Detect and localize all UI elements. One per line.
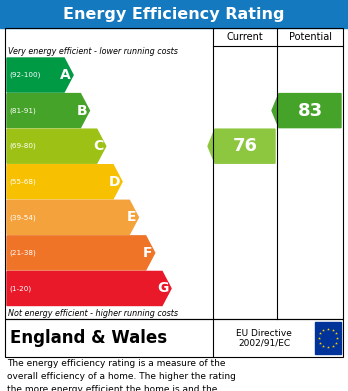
Text: (55-68): (55-68) bbox=[9, 179, 36, 185]
Bar bbox=[5, 319, 343, 357]
Polygon shape bbox=[7, 93, 89, 127]
Text: G: G bbox=[158, 282, 169, 296]
Text: A: A bbox=[60, 68, 71, 82]
Text: Not energy efficient - higher running costs: Not energy efficient - higher running co… bbox=[8, 308, 178, 317]
Text: 76: 76 bbox=[232, 137, 258, 155]
Polygon shape bbox=[7, 236, 155, 270]
Text: (1-20): (1-20) bbox=[9, 285, 31, 292]
Text: The energy efficiency rating is a measure of the
overall efficiency of a home. T: The energy efficiency rating is a measur… bbox=[7, 359, 236, 391]
Text: B: B bbox=[77, 104, 87, 118]
Polygon shape bbox=[7, 129, 106, 163]
Polygon shape bbox=[7, 165, 122, 199]
Text: (92-100): (92-100) bbox=[9, 72, 40, 78]
Text: C: C bbox=[94, 139, 104, 153]
Text: (21-38): (21-38) bbox=[9, 249, 36, 256]
Bar bbox=[5, 28, 343, 319]
Text: Potential: Potential bbox=[288, 32, 332, 42]
Text: D: D bbox=[109, 175, 120, 189]
Polygon shape bbox=[208, 129, 275, 163]
Bar bbox=[0, 0, 348, 28]
Text: 83: 83 bbox=[298, 102, 323, 120]
Polygon shape bbox=[7, 58, 73, 92]
Polygon shape bbox=[7, 200, 139, 234]
Text: Energy Efficiency Rating: Energy Efficiency Rating bbox=[63, 7, 285, 22]
Text: EU Directive: EU Directive bbox=[236, 330, 292, 339]
Text: (81-91): (81-91) bbox=[9, 108, 36, 114]
Text: (39-54): (39-54) bbox=[9, 214, 36, 221]
Text: F: F bbox=[143, 246, 153, 260]
Polygon shape bbox=[272, 93, 341, 127]
Text: Current: Current bbox=[227, 32, 263, 42]
Text: E: E bbox=[127, 210, 136, 224]
Text: 2002/91/EC: 2002/91/EC bbox=[238, 339, 290, 348]
Text: England & Wales: England & Wales bbox=[10, 329, 167, 347]
Polygon shape bbox=[7, 271, 171, 305]
Text: (69-80): (69-80) bbox=[9, 143, 36, 149]
Text: Very energy efficient - lower running costs: Very energy efficient - lower running co… bbox=[8, 47, 178, 57]
Bar bbox=[315, 322, 341, 354]
